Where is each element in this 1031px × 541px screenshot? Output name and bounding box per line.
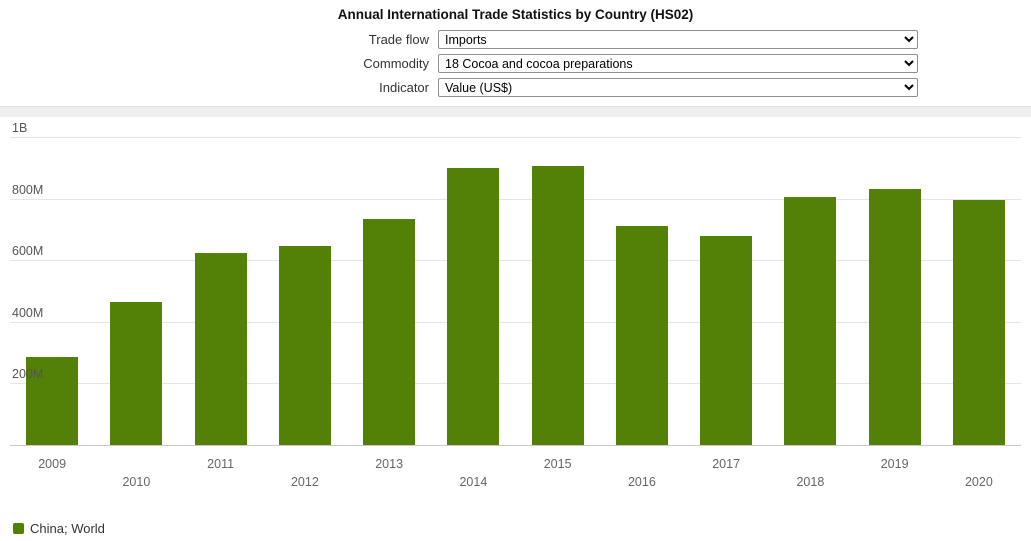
y-axis-label-600M: 600M [12,244,44,259]
trade-flow-row: Trade flow Imports [0,30,1031,49]
header-divider [0,106,1031,117]
bar-2020[interactable] [952,200,1005,445]
gridline-400M [10,321,1021,323]
bar-2019[interactable] [868,189,921,445]
gridline-200M [10,383,1021,385]
gridline-600M [10,260,1021,262]
x-axis-label-2020: 2020 [964,475,993,489]
x-axis-label-2009: 2009 [38,457,67,471]
x-axis-label-2013: 2013 [375,457,404,471]
bar-2018[interactable] [784,197,837,445]
x-axis-label-2014: 2014 [459,475,488,489]
bar-2009[interactable] [26,357,79,445]
indicator-label: Indicator [379,80,429,95]
bar-2010[interactable] [110,301,163,445]
x-axis-line [10,445,1021,446]
header: Annual International Trade Statistics by… [0,0,1031,97]
x-axis-label-2012: 2012 [290,475,319,489]
y-axis-label-1B: 1B [12,121,28,135]
y-axis-label-200M: 200M [12,367,44,382]
x-axis-label-2010: 2010 [122,475,151,489]
commodity-row: Commodity 18 Cocoa and cocoa preparation… [0,54,1031,73]
bar-2011[interactable] [194,252,247,445]
gridline-800M [10,198,1021,200]
bar-2014[interactable] [447,167,500,445]
y-axis-label-400M: 400M [12,305,44,320]
trade-flow-label: Trade flow [368,32,429,47]
legend[interactable]: China; World [13,521,105,536]
x-axis-label-2011: 2011 [207,457,235,471]
bar-2012[interactable] [278,246,331,445]
indicator-select[interactable]: Value (US$) [438,78,918,97]
y-axis-label-800M: 800M [12,182,44,197]
trade-flow-select[interactable]: Imports [438,30,918,49]
page-title: Annual International Trade Statistics by… [337,7,694,22]
indicator-row: Indicator Value (US$) [0,78,1031,97]
x-axis-label-2019: 2019 [880,457,909,471]
bar-2017[interactable] [700,235,753,445]
commodity-label: Commodity [363,56,429,71]
x-axis-label-2017: 2017 [712,457,741,471]
bar-2015[interactable] [531,166,584,445]
commodity-select[interactable]: 18 Cocoa and cocoa preparations [438,54,918,73]
x-axis-label-2016: 2016 [627,475,656,489]
legend-swatch [13,523,24,534]
x-axis-label-2015: 2015 [543,457,572,471]
x-axis-label-2018: 2018 [796,475,825,489]
legend-label: China; World [30,521,105,536]
bar-chart: China; World 200M 400M 600M 800M 1B 2009 2010 2… [0,117,1031,541]
gridline-1B [10,137,1021,138]
bar-2016[interactable] [615,226,668,445]
bar-2013[interactable] [363,218,416,445]
